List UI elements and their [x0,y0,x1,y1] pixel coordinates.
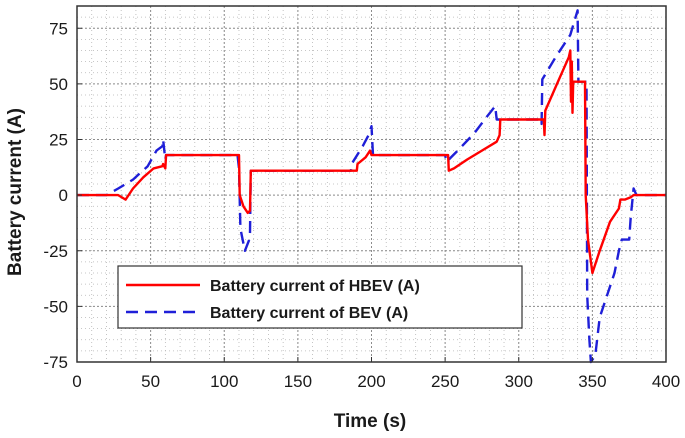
y-tick-label: 50 [49,75,68,94]
series-lines [77,9,666,364]
x-tick-label: 250 [431,372,459,391]
x-tick-label: 350 [578,372,606,391]
legend-box [117,265,523,329]
legend-label-hbev: Battery current of HBEV (A) [210,278,420,295]
x-tick-label: 0 [72,372,81,391]
x-tick-label: 150 [284,372,312,391]
x-tick-label: 200 [357,372,385,391]
y-tick-label: 0 [59,186,68,205]
x-axis-label: Time (s) [334,411,407,432]
y-tick-label: 25 [49,131,68,150]
y-tick-label: 75 [49,19,68,38]
x-tick-label: 50 [141,372,160,391]
x-tick-label: 100 [210,372,238,391]
y-tick-label: -75 [43,353,68,372]
x-tick-label: 300 [505,372,533,391]
y-tick-label: -50 [43,297,68,316]
series-line-hbev [77,49,666,275]
legend: Battery current of HBEV (A) Battery curr… [117,265,523,329]
y-tick-label: -25 [43,242,68,261]
x-tick-label: 400 [652,372,680,391]
legend-label-bev: Battery current of BEV (A) [210,305,408,322]
y-axis-label: Battery current (A) [5,108,26,276]
